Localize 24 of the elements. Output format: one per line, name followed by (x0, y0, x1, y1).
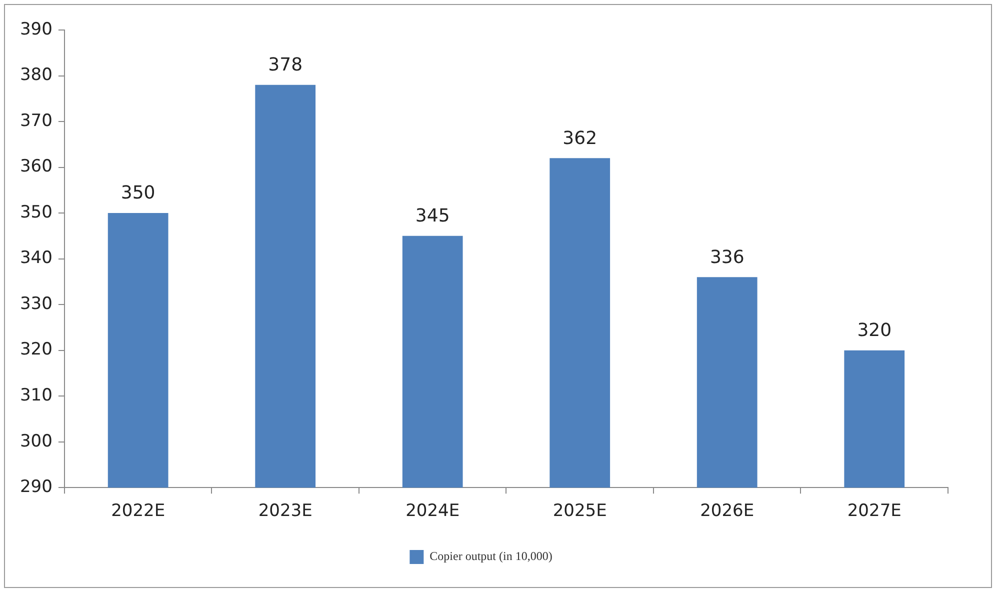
legend-label: Copier output (in 10,000) (430, 549, 552, 564)
x-tick-label: 2024E (406, 501, 460, 522)
y-tick-label: 300 (20, 431, 52, 452)
x-tick-label: 2023E (258, 501, 312, 522)
data-label: 362 (562, 128, 598, 149)
y-tick-label: 340 (20, 248, 52, 268)
data-label: 345 (415, 206, 450, 227)
y-tick-label: 320 (20, 340, 52, 360)
x-tick-label: 2025E (552, 501, 607, 522)
y-tick-label: 350 (20, 202, 52, 222)
data-label: 350 (120, 182, 156, 204)
y-tick-label: 360 (20, 156, 52, 177)
x-tick-label: 2022E (111, 501, 166, 522)
y-tick-label: 370 (20, 110, 52, 131)
data-label: 320 (857, 320, 892, 341)
y-tick-label: 330 (20, 294, 52, 314)
x-tick-label: 2026E (700, 501, 754, 522)
data-label: 378 (268, 54, 303, 76)
x-tick-label: 2027E (847, 501, 902, 522)
y-tick-label: 380 (20, 65, 52, 86)
y-tick-label: 310 (20, 386, 52, 406)
y-tick-label: 390 (20, 19, 52, 40)
data-label: 336 (710, 246, 744, 268)
y-tick-label: 290 (20, 477, 52, 498)
